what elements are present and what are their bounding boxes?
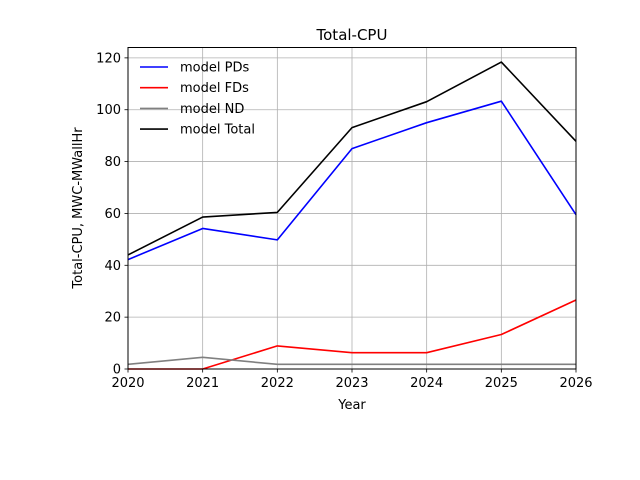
- y-tick-label: 40: [104, 259, 121, 274]
- y-tick-label: 20: [104, 311, 121, 326]
- y-tick-label: 100: [96, 103, 121, 118]
- x-tick-label: 2020: [111, 376, 144, 391]
- legend-label: model FDs: [180, 81, 249, 96]
- legend-label: model PDs: [180, 61, 249, 76]
- x-tick-label: 2026: [559, 376, 592, 391]
- y-tick-label: 60: [104, 207, 121, 222]
- series-line-model-nd: [127, 356, 576, 366]
- series-line-model-total: [127, 61, 577, 256]
- x-tick-label: 2021: [186, 376, 219, 391]
- y-axis: 0 20 40 60 80 100 120: [96, 51, 128, 378]
- chart-title: Total-CPU: [316, 26, 388, 44]
- series-line-model-pds: [127, 100, 577, 261]
- y-tick-label: 120: [96, 51, 121, 66]
- x-axis-label: Year: [337, 398, 366, 413]
- x-axis: 2020 2021 2022 2023 2024 2025 2026: [111, 369, 593, 391]
- x-tick-label: 2022: [261, 376, 294, 391]
- y-tick-label: 0: [113, 363, 121, 378]
- x-tick-label: 2023: [335, 376, 368, 391]
- legend-label: model Total: [180, 123, 255, 138]
- x-tick-label: 2024: [410, 376, 443, 391]
- x-tick-label: 2025: [485, 376, 518, 391]
- legend-label: model ND: [180, 102, 244, 117]
- y-axis-label: Total-CPU, MWC-MWallHr: [71, 127, 86, 290]
- y-tick-label: 80: [104, 155, 121, 170]
- legend: model PDs model FDs model ND model Total: [140, 61, 255, 138]
- series-lines: [127, 61, 577, 370]
